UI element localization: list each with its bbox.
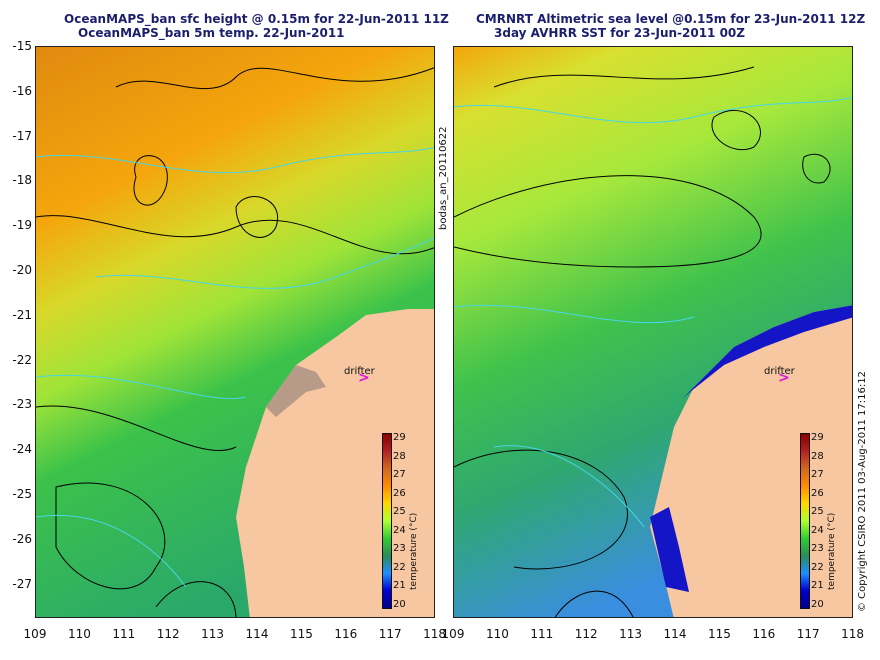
longitude-tick-label: 109 xyxy=(23,627,47,641)
longitude-tick-label: 118 xyxy=(423,627,447,641)
latitude-tick-label: -22 xyxy=(12,352,32,367)
cold-bay-water xyxy=(650,507,689,592)
colorbar-tick-label: 23 xyxy=(393,543,406,554)
longitude-tick-label: 111 xyxy=(112,627,136,641)
cold-coastal-water xyxy=(682,305,852,399)
longitude-tick-label: 112 xyxy=(156,627,180,641)
colorbar-tick-label: 20 xyxy=(393,598,406,610)
latitude-tick-label: -17 xyxy=(12,128,32,143)
right-title-line1: CMRNRT Altimetric sea level @0.15m for 2… xyxy=(476,12,866,26)
longitude-tick-label: 117 xyxy=(378,627,402,641)
left-drifter-label: drifter xyxy=(344,366,375,377)
longitude-tick-label: 115 xyxy=(707,627,731,641)
left-colorbar-label: temperature (°C) xyxy=(409,512,419,590)
sea-height-contours xyxy=(454,66,831,617)
longitude-tick-label: 110 xyxy=(67,627,91,641)
right-drifter-label: drifter xyxy=(764,366,795,377)
copyright-text: © Copyright CSIRO 2011 03-Aug-2011 17:16… xyxy=(857,371,868,612)
longitude-tick-label: 111 xyxy=(530,627,554,641)
latitude-tick-label: -23 xyxy=(12,397,32,412)
right-colorbar-label: temperature (°C) xyxy=(827,512,837,590)
colorbar-tick-label: 26 xyxy=(393,487,406,499)
colorbar-tick-label: 25 xyxy=(811,506,824,517)
longitude-tick-label: 114 xyxy=(245,627,269,641)
latitude-tick-label: -26 xyxy=(12,531,32,546)
right-map-panel xyxy=(453,46,853,618)
left-colorbar xyxy=(382,433,392,609)
colorbar-tick-label: 22 xyxy=(811,561,824,573)
longitude-tick-label: 118 xyxy=(841,627,865,641)
right-drifter-arrow-icon: > xyxy=(778,370,790,386)
isotherm-lines xyxy=(454,96,852,528)
colorbar-tick-label: 26 xyxy=(811,487,824,499)
latitude-tick-label: -21 xyxy=(12,307,32,322)
colorbar-tick-label: 24 xyxy=(393,524,406,536)
colorbar-tick-label: 23 xyxy=(811,543,824,554)
colorbar-tick-label: 22 xyxy=(393,561,406,573)
colorbar-tick-label: 28 xyxy=(811,450,824,462)
panel-divider xyxy=(437,46,452,618)
latitude-tick-label: -27 xyxy=(12,576,32,591)
left-title-line1: OceanMAPS_ban sfc height @ 0.15m for 22-… xyxy=(64,12,449,26)
right-map-svg xyxy=(454,47,852,617)
right-colorbar xyxy=(800,433,810,609)
latitude-tick-label: -20 xyxy=(12,263,32,277)
colorbar-tick-label: 29 xyxy=(393,432,406,443)
colorbar-tick-label: 29 xyxy=(811,432,824,443)
colorbar-tick-label: 27 xyxy=(811,469,824,480)
latitude-tick-label: -25 xyxy=(12,487,32,501)
left-map-svg xyxy=(36,47,434,617)
coastal-shelf xyxy=(266,365,326,417)
left-map-panel xyxy=(35,46,435,618)
longitude-tick-label: 110 xyxy=(485,627,509,641)
longitude-tick-label: 114 xyxy=(663,627,687,641)
latitude-tick-label: -16 xyxy=(12,83,32,98)
colorbar-tick-label: 27 xyxy=(393,469,406,480)
longitude-tick-label: 116 xyxy=(752,627,776,641)
longitude-tick-label: 116 xyxy=(334,627,358,641)
side-label: bodas_an_20110622 xyxy=(438,126,449,230)
left-drifter-arrow-icon: > xyxy=(358,370,370,386)
latitude-tick-label: -24 xyxy=(12,442,32,457)
longitude-tick-label: 109 xyxy=(441,627,465,641)
latitude-tick-label: -19 xyxy=(12,218,32,233)
colorbar-tick-label: 20 xyxy=(811,598,824,610)
colorbar-tick-label: 21 xyxy=(811,580,824,591)
latitude-tick-label: -15 xyxy=(12,39,32,53)
latitude-tick-label: -18 xyxy=(12,173,32,188)
isotherm-lines xyxy=(36,146,434,588)
left-title-line2: OceanMAPS_ban 5m temp. 22-Jun-2011 xyxy=(78,26,345,40)
colorbar-tick-label: 21 xyxy=(393,580,406,591)
colorbar-tick-label: 24 xyxy=(811,524,824,536)
longitude-tick-label: 115 xyxy=(289,627,313,641)
longitude-tick-label: 112 xyxy=(574,627,598,641)
colorbar-tick-label: 25 xyxy=(393,506,406,517)
longitude-tick-label: 117 xyxy=(796,627,820,641)
right-title-line2: 3day AVHRR SST for 23-Jun-2011 00Z xyxy=(494,26,745,40)
sea-height-contours xyxy=(36,67,434,617)
colorbar-tick-label: 28 xyxy=(393,450,406,462)
longitude-tick-label: 113 xyxy=(619,627,643,641)
longitude-tick-label: 113 xyxy=(201,627,225,641)
